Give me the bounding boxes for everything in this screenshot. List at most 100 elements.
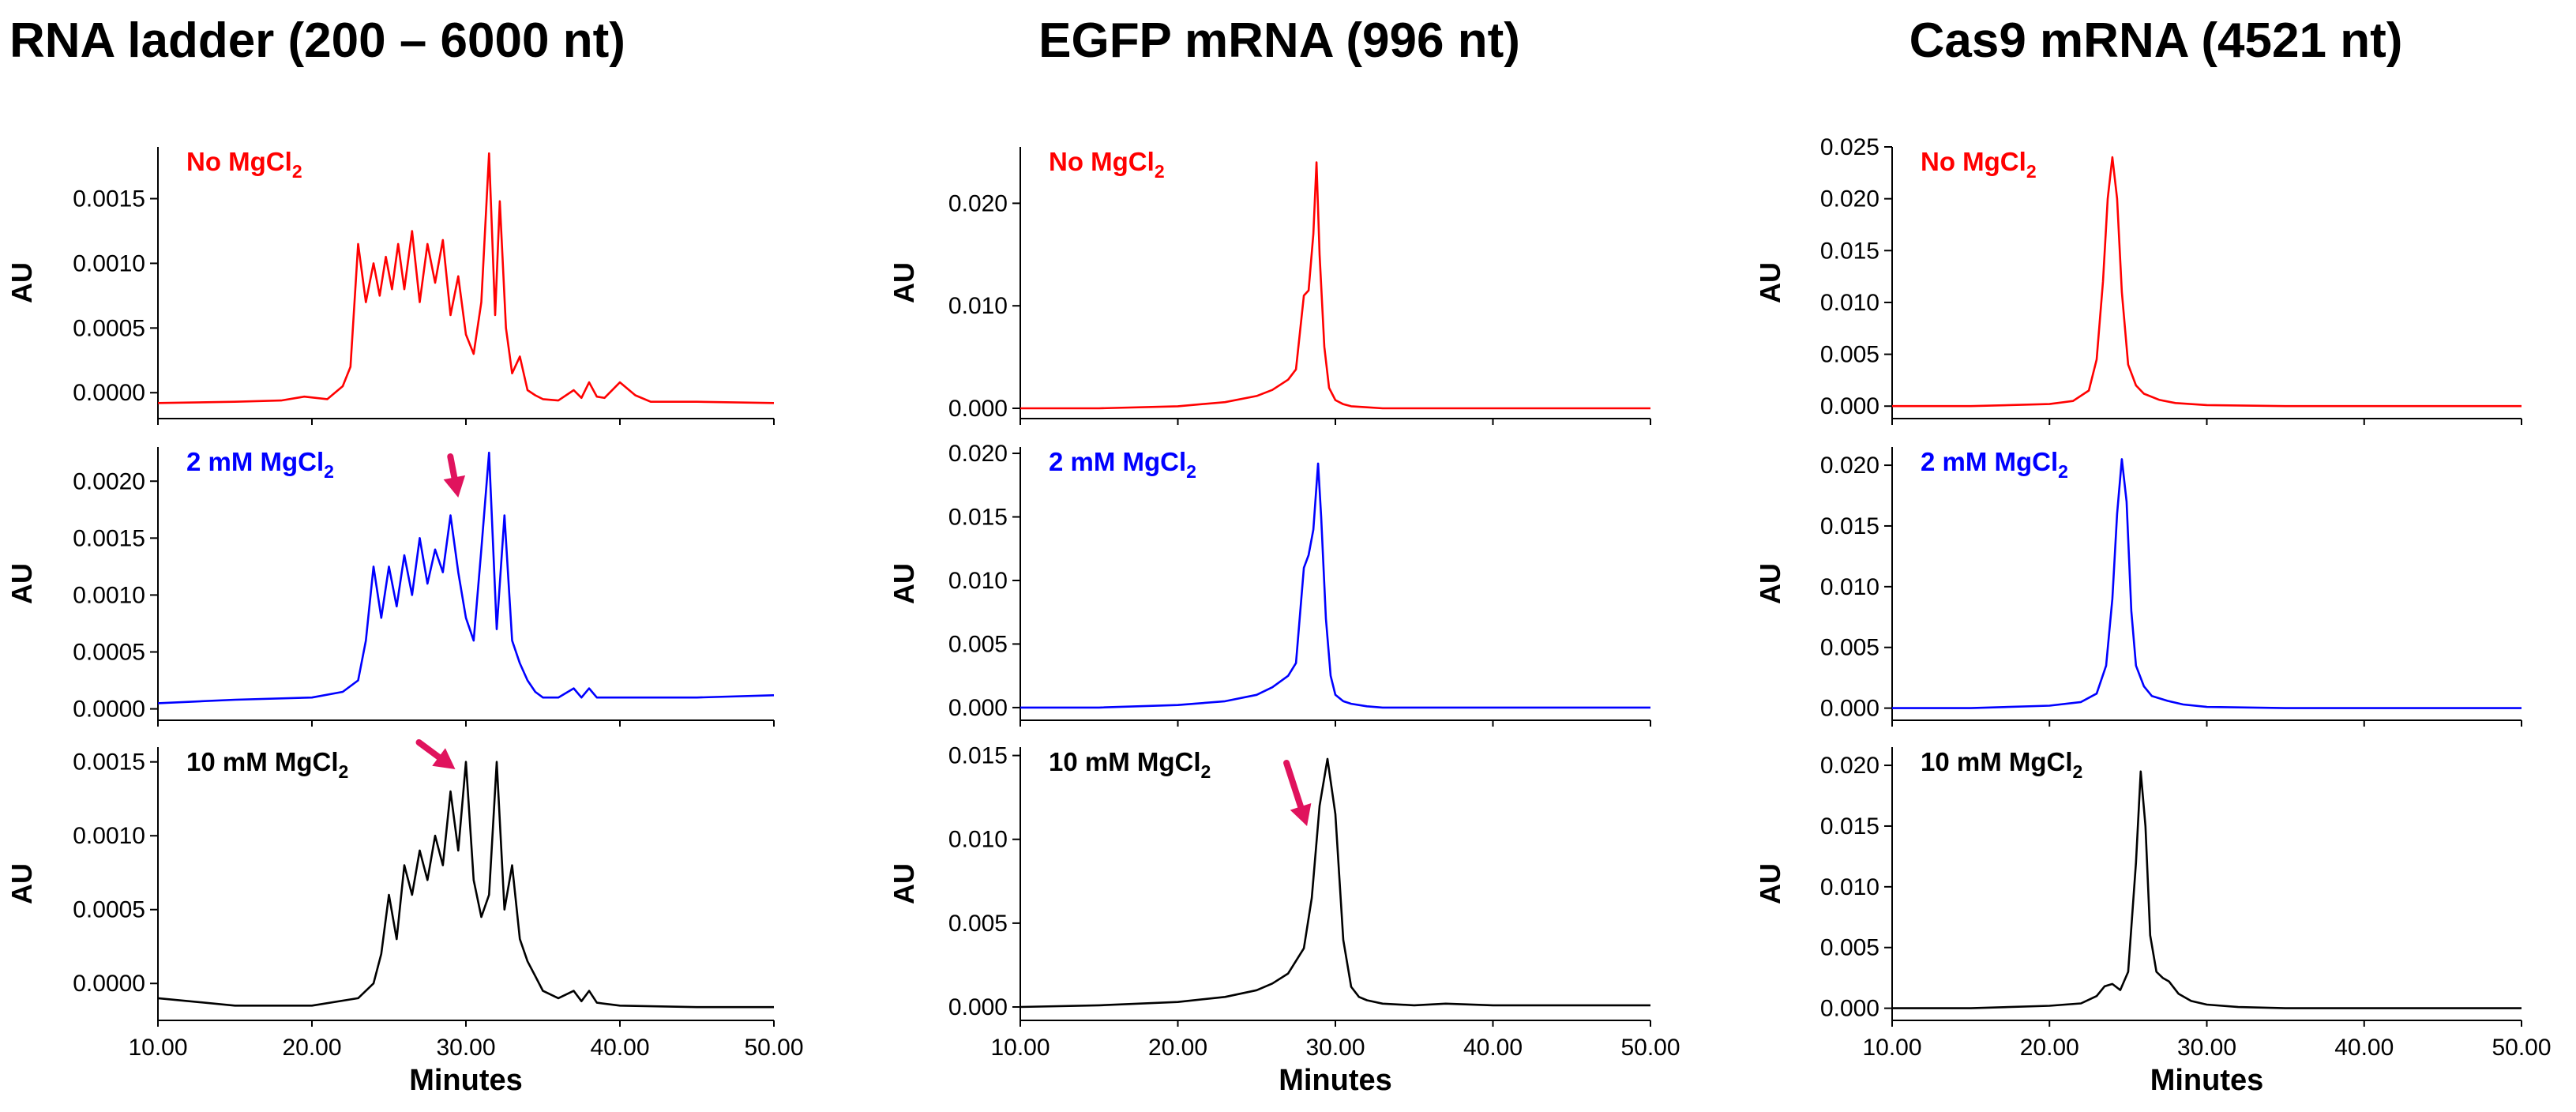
panel-no-mgcl: 0.000 0.005 0.010 0.015 0.020 0.025 AU No MgCl2 [1754,134,2522,425]
x-tick-label: 50.00 [744,1035,803,1061]
condition-label: 2 mM MgCl2 [1921,447,2068,482]
x-axis-label: Minutes [1279,1064,1392,1097]
panel-10-mm-mgcl: 0.000 0.005 0.010 0.015 AU 10 mM MgCl2 [888,743,1651,1027]
highlight-arrow [1283,760,1312,826]
y-axis-label: AU [888,262,920,303]
trace-line [1892,458,2522,709]
trace-line [1020,161,1650,410]
y-tick-label: 0.0015 [73,186,145,212]
highlight-arrow [415,739,456,769]
panel-no-mgcl: 0.000 0.010 0.020 AU No MgCl2 [888,147,1651,425]
y-tick-label: 0.010 [948,568,1008,594]
x-tick-label: 20.00 [2020,1035,2079,1061]
chart-cas9-mrna-4521-nt: Cas9 mRNA (4521 nt)0.0000.0050.0100.0150… [1754,13,2552,1097]
y-tick-label: 0.0015 [73,749,145,776]
y-axis-label: AU [1754,563,1786,604]
y-tick-label: 0.015 [948,505,1008,531]
trace-line [157,152,775,404]
panel-no-mgcl: 0.0000 0.0005 0.0010 0.0015 AU No MgCl2 [6,147,775,425]
trace-line [1020,757,1650,1009]
chart-egfp-mrna-996-nt: EGFP mRNA (996 nt) 0.000 0.010 0.020 AU No Mg… [888,13,1680,1097]
condition-label: 2 mM MgCl2 [1049,447,1196,482]
y-axis-label: AU [1754,863,1786,904]
y-axis-label: AU [6,563,38,604]
x-tick-label: 30.00 [2177,1035,2236,1061]
y-tick-label: 0.005 [1820,635,1879,661]
x-tick-label: 30.00 [436,1035,495,1061]
y-tick-label: 0.000 [1820,393,1879,419]
highlight-arrow [443,453,466,498]
chart-title: RNA ladder (200 – 6000 nt) [9,13,625,68]
x-tick-label: 30.00 [1305,1035,1365,1061]
y-tick-label: 0.010 [948,293,1008,319]
y-tick-label: 0.000 [948,994,1008,1020]
y-tick-label: 0.005 [948,631,1008,657]
y-tick-label: 0.0010 [73,582,145,608]
trace-line [1892,156,2522,408]
panel-10-mm-mgcl: 0.0000 0.0005 0.0010 0.0015 AU 10 mM MgCl2 [6,739,775,1027]
y-tick-label: 0.0005 [73,640,145,666]
y-tick-label: 0.0000 [73,971,145,997]
x-tick-label: 40.00 [2334,1035,2394,1061]
y-tick-label: 0.0015 [73,525,145,551]
y-tick-label: 0.020 [1820,186,1879,212]
x-tick-label: 50.00 [2492,1035,2551,1061]
panel-2-mm-mgcl: 0.000 0.005 0.010 0.015 0.020 AU 2 mM MgCl2 [888,441,1651,727]
y-tick-label: 0.020 [948,441,1008,467]
x-tick-label: 50.00 [1620,1035,1680,1061]
trace-line [157,451,775,704]
condition-label: No MgCl2 [1921,147,2037,182]
y-axis-label: AU [888,863,920,904]
y-tick-label: 0.020 [1820,753,1879,779]
condition-label: No MgCl2 [1049,147,1165,182]
y-tick-label: 0.0005 [73,315,145,341]
condition-label: 10 mM MgCl2 [1049,747,1211,782]
y-tick-label: 0.0005 [73,897,145,923]
y-tick-label: 0.0000 [73,380,145,406]
panel-2-mm-mgcl: 0.000 0.005 0.010 0.015 0.020 AU 2 mM MgCl2 [1754,447,2522,727]
y-tick-label: 0.015 [948,743,1008,769]
y-tick-label: 0.0020 [73,468,145,494]
y-tick-label: 0.010 [1820,290,1879,316]
x-axis-label: Minutes [2150,1064,2264,1097]
trace-line [1020,462,1650,709]
chart-title: Cas9 mRNA (4521 nt) [1909,13,2403,68]
x-tick-label: 10.00 [128,1035,187,1061]
trace-line [1892,770,2522,1009]
x-tick-label: 40.00 [590,1035,649,1061]
y-tick-label: 0.000 [948,396,1008,422]
y-axis-label: AU [1754,262,1786,303]
y-tick-label: 0.000 [1820,996,1879,1022]
condition-label: 10 mM MgCl2 [186,747,348,782]
y-axis-label: AU [6,262,38,303]
y-tick-label: 0.000 [948,695,1008,721]
condition-label: 10 mM MgCl2 [1921,747,2082,782]
y-tick-label: 0.015 [1820,513,1879,539]
y-axis-label: AU [6,863,38,904]
panel-2-mm-mgcl: 0.0000 0.0005 0.0010 0.0015 0.0020 AU 2 mM MgC… [6,447,775,727]
y-tick-label: 0.0000 [73,697,145,723]
x-tick-label: 10.00 [990,1035,1050,1061]
y-tick-label: 0.020 [1820,453,1879,479]
y-axis-label: AU [888,563,920,604]
x-tick-label: 20.00 [1148,1035,1207,1061]
y-tick-label: 0.015 [1820,813,1879,840]
y-tick-label: 0.010 [1820,874,1879,900]
condition-label: 2 mM MgCl2 [186,447,334,482]
panel-10-mm-mgcl: 0.000 0.005 0.010 0.015 0.020 AU 10 mM MgCl2 [1754,747,2522,1027]
condition-label: No MgCl2 [186,147,302,182]
chart-rna-ladder-200-6000-nt: RNA ladder (200 – 6000 nt)0.00000.00050.… [6,13,804,1097]
x-tick-label: 10.00 [1862,1035,1921,1061]
y-tick-label: 0.025 [1820,134,1879,160]
y-tick-label: 0.020 [948,190,1008,216]
y-tick-label: 0.015 [1820,238,1879,264]
y-tick-label: 0.000 [1820,696,1879,722]
y-tick-label: 0.0010 [73,250,145,276]
x-axis-label: Minutes [409,1064,523,1097]
x-tick-label: 20.00 [282,1035,341,1061]
y-tick-label: 0.010 [1820,574,1879,600]
y-tick-label: 0.005 [1820,342,1879,368]
trace-line [157,761,774,1009]
